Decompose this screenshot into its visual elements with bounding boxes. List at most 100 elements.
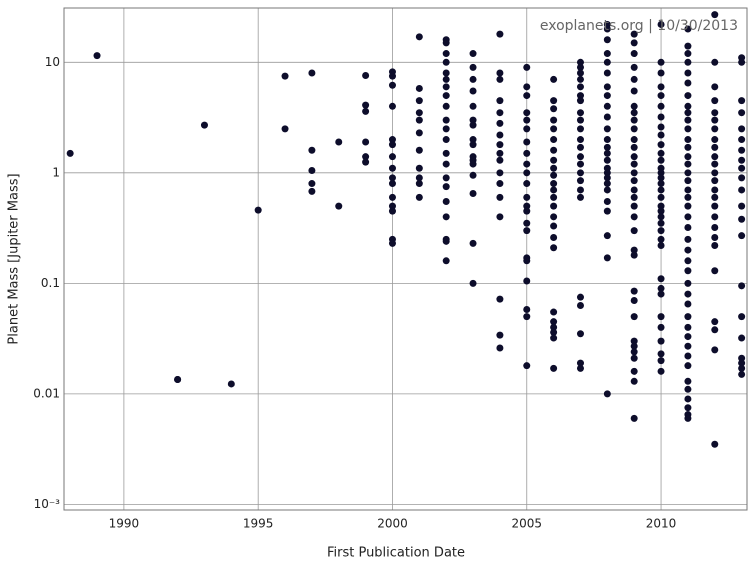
data-point — [523, 83, 531, 91]
data-point — [550, 164, 558, 172]
data-point — [442, 160, 450, 168]
data-point — [550, 334, 558, 342]
data-point — [576, 364, 584, 372]
x-tick-label: 1995 — [243, 517, 274, 531]
data-point — [684, 143, 692, 151]
data-point — [684, 377, 692, 385]
data-point — [603, 254, 611, 262]
data-point — [684, 352, 692, 360]
data-point — [684, 257, 692, 265]
data-point — [684, 102, 692, 110]
data-point — [657, 227, 665, 235]
y-tick-label: 0.01 — [33, 386, 60, 400]
data-point — [630, 354, 638, 362]
data-point — [281, 125, 289, 133]
y-tick-label: 10 — [45, 55, 60, 69]
data-point — [523, 313, 531, 321]
data-point — [657, 141, 665, 149]
data-point — [603, 174, 611, 182]
data-point — [335, 202, 343, 210]
data-point — [603, 69, 611, 77]
data-point — [684, 136, 692, 144]
data-point — [684, 235, 692, 243]
data-point — [308, 69, 316, 77]
data-point — [227, 380, 235, 388]
data-point — [550, 125, 558, 133]
data-point — [711, 58, 719, 66]
data-point — [738, 186, 746, 194]
data-point — [496, 119, 504, 127]
data-point — [496, 141, 504, 149]
data-point — [415, 180, 423, 188]
data-point — [442, 136, 450, 144]
data-point — [603, 149, 611, 157]
data-point — [684, 333, 692, 341]
data-point — [657, 180, 665, 188]
data-point — [523, 109, 531, 117]
data-point — [657, 284, 665, 292]
data-point — [630, 136, 638, 144]
data-point — [442, 102, 450, 110]
data-point — [335, 138, 343, 146]
data-point — [576, 302, 584, 310]
data-point — [738, 146, 746, 154]
data-point — [738, 164, 746, 172]
data-point — [362, 153, 370, 161]
data-point — [523, 63, 531, 71]
data-point — [550, 364, 558, 372]
data-point — [576, 69, 584, 77]
data-point — [684, 362, 692, 370]
data-point — [550, 116, 558, 124]
data-point — [469, 102, 477, 110]
data-point — [496, 344, 504, 352]
data-point — [576, 359, 584, 367]
data-point — [469, 239, 477, 247]
data-point — [469, 50, 477, 58]
data-point — [603, 102, 611, 110]
data-point — [630, 75, 638, 83]
data-point — [711, 97, 719, 105]
data-point — [550, 244, 558, 252]
data-point — [630, 227, 638, 235]
data-point — [738, 58, 746, 66]
data-point — [738, 136, 746, 144]
data-point — [657, 174, 665, 182]
data-point — [496, 109, 504, 117]
data-point — [657, 123, 665, 131]
data-point — [657, 235, 665, 243]
data-point — [711, 440, 719, 448]
data-point — [684, 92, 692, 100]
data-point — [684, 125, 692, 133]
data-point — [684, 395, 692, 403]
data-point — [308, 180, 316, 188]
data-point — [523, 227, 531, 235]
data-point — [523, 362, 531, 370]
data-point — [711, 233, 719, 241]
data-point — [388, 174, 396, 182]
data-point — [442, 83, 450, 91]
data-point — [711, 193, 719, 201]
data-point — [711, 346, 719, 354]
data-point — [657, 186, 665, 194]
data-point — [442, 257, 450, 265]
data-point — [550, 233, 558, 241]
data-point — [738, 313, 746, 321]
data-point — [630, 313, 638, 321]
data-point — [684, 116, 692, 124]
data-point — [388, 202, 396, 210]
data-point — [496, 69, 504, 77]
data-point — [550, 75, 558, 83]
data-point — [523, 180, 531, 188]
data-point — [657, 207, 665, 215]
data-point — [711, 125, 719, 133]
data-point — [684, 153, 692, 161]
data-point — [523, 257, 531, 265]
data-point — [174, 375, 182, 383]
data-point — [630, 251, 638, 259]
data-point — [684, 202, 692, 210]
data-point — [603, 180, 611, 188]
data-point — [630, 246, 638, 254]
data-point — [576, 97, 584, 105]
data-point — [576, 125, 584, 133]
